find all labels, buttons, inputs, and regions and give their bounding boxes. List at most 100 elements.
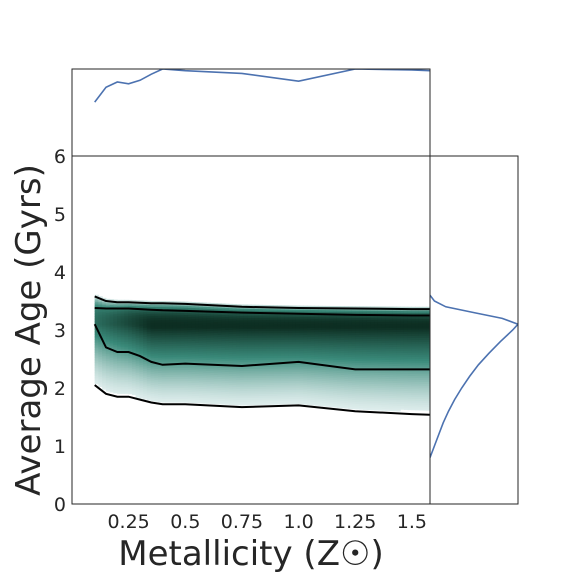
density-cell-2964	[295, 392, 301, 396]
density-cell-1665	[206, 353, 211, 357]
density-cell-2728	[277, 323, 282, 326]
density-cell-3244	[314, 385, 319, 388]
density-cell-738	[143, 336, 148, 339]
density-cell-2657	[273, 351, 278, 355]
density-cell-1205	[176, 389, 181, 392]
density-cell-1559	[198, 346, 204, 349]
density-cell-1323	[184, 374, 189, 378]
density-cell-2662	[273, 342, 278, 346]
density-cell-2301	[251, 399, 256, 402]
density-cell-3588	[336, 361, 342, 364]
density-cell-2362	[254, 388, 260, 391]
density-cell-3062	[299, 316, 304, 319]
density-cell-791	[146, 340, 152, 343]
density-cell-2836	[284, 326, 290, 330]
density-cell-1237	[176, 330, 181, 334]
density-cell-4869	[422, 320, 427, 323]
density-cell-3318	[318, 351, 323, 354]
density-cell-2109	[236, 348, 241, 351]
density-cell-2567	[266, 315, 271, 319]
density-cell-4319	[385, 332, 390, 336]
density-cell-2167	[239, 342, 245, 346]
density-cell-2474	[262, 384, 267, 387]
density-cell-4825	[422, 404, 427, 407]
density-cell-1917	[225, 396, 230, 400]
density-cell-150	[102, 316, 107, 319]
density-cell-4079	[370, 370, 375, 373]
density-cell-4831	[422, 392, 427, 396]
density-cell-320	[113, 304, 118, 308]
density-cell-4069	[370, 388, 375, 392]
density-cell-4253	[381, 353, 386, 357]
density-cell-511	[128, 348, 133, 351]
density-cell-619	[135, 351, 140, 354]
density-cell-2014	[228, 320, 234, 323]
density-cell-1124	[169, 336, 174, 339]
density-cell-2951	[292, 318, 297, 321]
density-cell-2515	[262, 310, 267, 313]
density-cell-1423	[191, 393, 196, 396]
density-cell-2191	[243, 399, 249, 402]
density-cell-4793	[418, 362, 424, 365]
density-cell-1668	[206, 348, 211, 351]
density-cell-4741	[415, 358, 420, 361]
density-cell-4315	[385, 340, 390, 344]
density-cell-3982	[362, 345, 368, 349]
density-cell-1206	[176, 387, 181, 390]
density-cell-1564	[198, 337, 204, 340]
density-cell-59	[98, 376, 103, 379]
density-cell-1141	[169, 304, 174, 308]
density-cell-4526	[400, 356, 405, 359]
density-cell-304	[113, 332, 118, 335]
density-cell-1447	[191, 349, 196, 352]
density-cell-930	[158, 388, 163, 392]
density-cell-311	[113, 320, 118, 323]
density-cell-4356	[389, 367, 394, 370]
density-cell-410	[120, 336, 126, 339]
density-cell-2566	[266, 317, 271, 321]
density-cell-530	[128, 315, 133, 318]
density-cell-692	[139, 319, 144, 323]
density-cell-2637	[273, 387, 278, 391]
density-cell-553	[131, 370, 137, 373]
density-cell-2345	[251, 319, 256, 322]
density-cell-3000	[295, 328, 301, 332]
density-cell-3587	[336, 363, 342, 366]
density-cell-1484	[195, 382, 200, 386]
density-cell-1055	[165, 361, 170, 365]
density-cell-650	[139, 394, 144, 397]
density-cell-3648	[340, 352, 345, 355]
density-cell-860	[150, 315, 155, 318]
density-cell-404	[120, 346, 126, 349]
density-cell-4776	[418, 394, 424, 398]
density-cell-2558	[266, 332, 271, 335]
density-cell-1992	[228, 360, 234, 363]
density-cell-3714	[344, 332, 349, 335]
density-cell-2266	[247, 362, 252, 366]
density-cell-2415	[258, 391, 263, 395]
density-cell-776	[146, 367, 152, 370]
density-cell-4572	[403, 371, 409, 374]
density-cell-3305	[318, 374, 323, 378]
density-cell-363	[117, 324, 122, 327]
density-cell-4543	[400, 323, 405, 327]
density-cell-4139	[374, 360, 379, 364]
density-cell-2603	[269, 350, 275, 353]
density-cell-1442	[191, 358, 196, 362]
density-cell-2174	[239, 330, 245, 333]
density-cell-1999	[228, 347, 234, 351]
density-cell-4830	[422, 394, 427, 398]
density-cell-4155	[374, 330, 379, 334]
density-cell-2421	[258, 380, 263, 384]
density-cell-3654	[340, 341, 345, 344]
density-cell-4261	[381, 338, 386, 342]
density-cell-4266	[381, 329, 386, 332]
density-cell-2020	[228, 309, 234, 312]
density-cell-3169	[307, 321, 312, 325]
density-cell-2523	[266, 395, 271, 398]
density-cell-510	[128, 350, 133, 353]
density-cell-4903	[426, 358, 430, 361]
density-cell-4918	[426, 329, 430, 333]
density-cell-1113	[169, 356, 174, 359]
density-cell-1807	[217, 396, 222, 399]
